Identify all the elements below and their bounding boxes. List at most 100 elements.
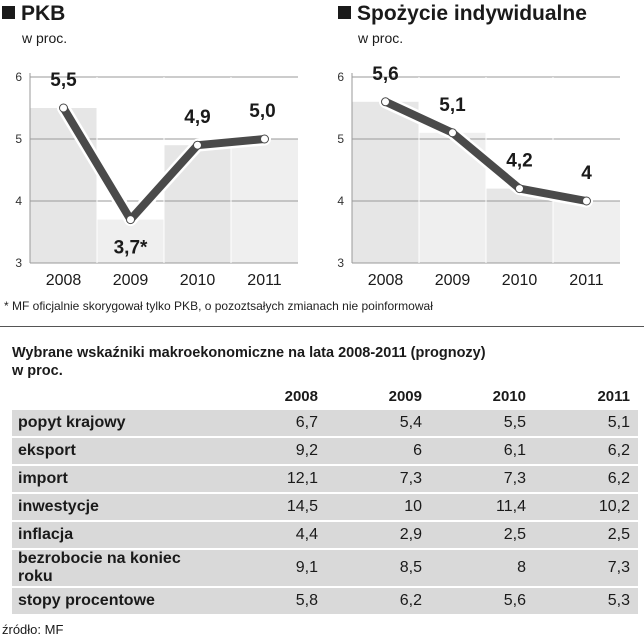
square-bullet-icon [2,6,15,19]
table-row: stopy procentowe 5,8 6,2 5,6 5,3 [12,588,638,614]
table-cell: 6 [326,438,430,464]
row-label: eksport [12,438,222,464]
x-tick-label: 2010 [502,272,538,289]
column-fill [553,201,620,263]
y-tick-label: 6 [337,70,344,84]
y-tick-label: 5 [15,132,22,146]
table-row: inflacja 4,4 2,9 2,5 2,5 [12,522,638,548]
y-tick-label: 5 [337,132,344,146]
square-bullet-icon [338,6,351,19]
x-tick-label: 2008 [46,272,82,289]
table-cell: 7,3 [534,550,638,586]
table-header-year: 2008 [284,387,318,405]
divider [0,326,644,327]
chart-spozycie-title: Spożycie indywidualne [338,2,587,26]
series-line [59,104,269,224]
data-point [582,196,591,206]
source-note: źródło: MF [2,622,64,637]
data-label: 4,2 [506,151,532,172]
data-point [260,134,269,144]
table-cell: 5,1 [534,410,638,436]
table-row: bezrobocie na koniec roku 9,1 8,5 8 7,3 [12,550,638,586]
table-row: eksport 9,2 6 6,1 6,2 [12,438,638,464]
chart-spozycie-title-text: Spożycie indywidualne [357,2,587,25]
table-cell: 11,4 [430,494,534,520]
data-point [59,103,68,113]
table-cell: 7,3 [326,466,430,492]
table-cell: 10 [326,494,430,520]
table-cell: 7,3 [430,466,534,492]
x-tick-label: 2011 [569,272,604,289]
data-label: 5,1 [439,95,466,116]
table-row: popyt krajowy 6,7 5,4 5,5 5,1 [12,410,638,436]
y-tick-label: 3 [337,256,344,270]
table-cell: 8 [430,550,534,586]
y-tick-label: 4 [337,194,344,208]
table-header-label [12,384,222,408]
table-header-row: 2008 2009 2010 2011 [12,384,638,408]
row-label: stopy procentowe [12,588,222,614]
x-tick-label: 2011 [247,272,282,289]
table-cell: 5,4 [326,410,430,436]
table-row: inwestycje 14,5 10 11,4 10,2 [12,494,638,520]
data-point [448,128,457,138]
data-point [381,97,390,107]
chart-spozycie-unit: w proc. [358,30,404,46]
table-cell: 6,2 [326,588,430,614]
table-cell: 6,7 [222,410,326,436]
table-row: import 12,1 7,3 7,3 6,2 [12,466,638,492]
table-title-line1: Wybrane wskaźniki makroekonomiczne na la… [12,345,486,361]
table-cell: 2,9 [326,522,430,548]
table-cell: 5,3 [534,588,638,614]
chart-pkb-unit: w proc. [22,30,68,46]
table-cell: 8,5 [326,550,430,586]
column-fill [486,188,553,263]
table-cell: 2,5 [534,522,638,548]
x-tick-label: 2009 [113,272,149,289]
data-label: 5,5 [50,70,77,91]
chart-spozycie: 3 4 5 6 5,6 5,1 4,2 4 2008 2009 2010 2011 Spożycie … [322,0,644,300]
data-point [515,184,524,194]
data-point [193,140,202,150]
table-cell: 9,2 [222,438,326,464]
chart-pkb-plot: 3 4 5 6 5,5 3,7* 4,9 5,0 2008 2009 2010 2011 [15,70,298,289]
table-cell: 5,6 [430,588,534,614]
row-label: inflacja [12,522,222,548]
row-label: import [12,466,222,492]
chart-spozycie-plot: 3 4 5 6 5,6 5,1 4,2 4 2008 2009 2010 2011 [337,64,620,289]
x-tick-label: 2008 [368,272,404,289]
row-label: inwestycje [12,494,222,520]
data-label: 5,0 [249,101,275,122]
table-header-year: 2009 [388,387,422,405]
table-cell: 10,2 [534,494,638,520]
table-cell: 5,5 [430,410,534,436]
chart-pkb-title: PKB [2,2,65,26]
table-title-line2: w proc. [12,363,63,379]
indicators-table: 2008 2009 2010 2011 popyt krajowy 6,7 5,… [12,382,638,616]
column-fill [30,108,97,263]
table-cell: 6,2 [534,466,638,492]
table-header-year: 2010 [492,387,526,405]
row-label: bezrobocie na koniec roku [12,550,222,586]
x-tick-label: 2009 [435,272,471,289]
data-label: 3,7* [114,238,148,259]
y-tick-label: 6 [15,70,22,84]
data-label: 4,9 [184,107,210,128]
data-label: 4 [581,163,592,184]
footnote: * MF oficjalnie skorygował tylko PKB, o … [4,299,433,313]
series-line [381,97,591,205]
table-cell: 6,1 [430,438,534,464]
data-label: 5,6 [372,64,398,85]
table-cell: 6,2 [534,438,638,464]
table-cell: 14,5 [222,494,326,520]
column-fill [97,219,164,263]
column-fill [352,101,419,263]
table-cell: 12,1 [222,466,326,492]
table-cell: 9,1 [222,550,326,586]
x-tick-label: 2010 [180,272,216,289]
chart-pkb: 3 4 5 6 5,5 3,7* 4,9 5,0 2008 2009 2010 2011 PKB w … [0,0,322,300]
row-label: popyt krajowy [12,410,222,436]
table-cell: 4,4 [222,522,326,548]
data-point [126,215,135,225]
table-header-year: 2011 [597,387,630,405]
